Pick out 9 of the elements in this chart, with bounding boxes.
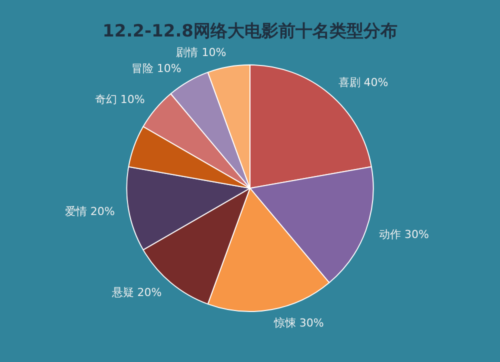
slice-label: 喜剧 40% bbox=[338, 76, 388, 89]
slice-label: 冒险 10% bbox=[131, 62, 182, 76]
slice-label: 惊悚 30% bbox=[272, 316, 324, 330]
slice-label: 悬疑 20% bbox=[110, 286, 162, 300]
chart-title: 12.2-12.8网络大电影前十名类型分布 bbox=[102, 22, 398, 42]
slice-label: 奇幻 10% bbox=[94, 92, 145, 106]
slice-label: 爱情 20% bbox=[64, 204, 115, 218]
slice-label: 剧情 10% bbox=[176, 46, 226, 59]
slice-label: 动作 30% bbox=[379, 228, 429, 242]
